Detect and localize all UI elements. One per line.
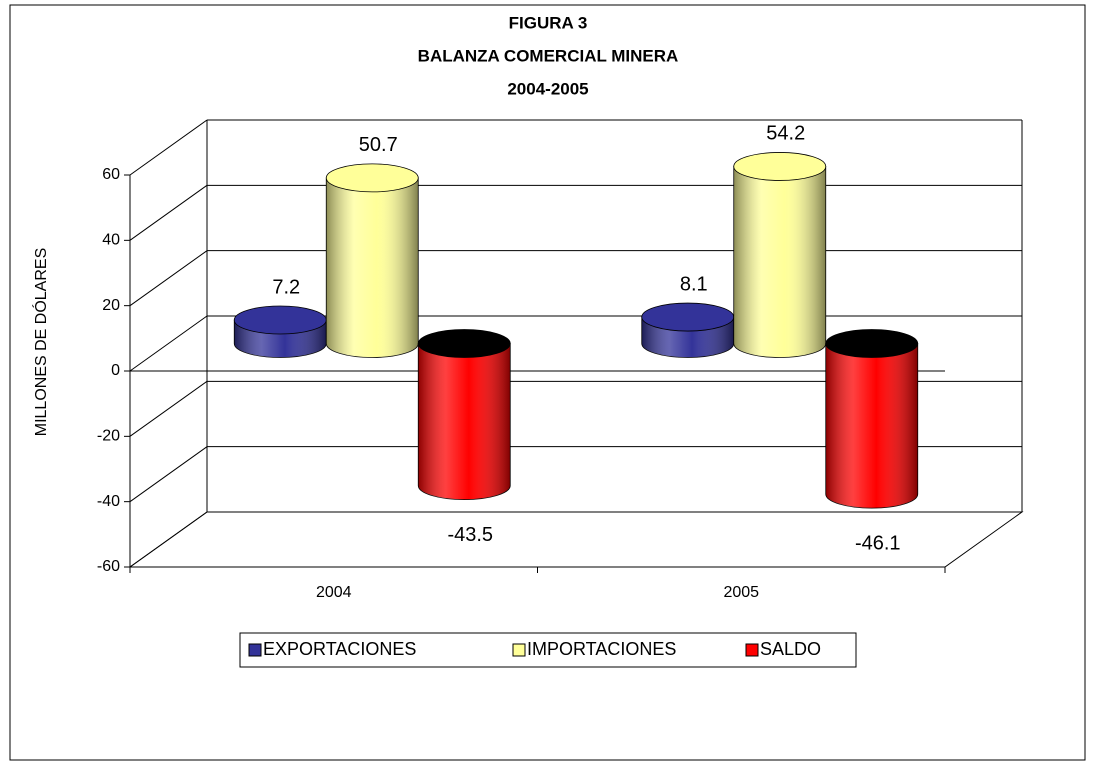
wall-line [129, 250, 208, 307]
wall-line [129, 380, 208, 437]
data-label: -43.5 [447, 524, 493, 546]
cylinder-top [733, 152, 827, 181]
data-label: -46.1 [855, 532, 901, 554]
data-label: 8.1 [680, 273, 708, 295]
chart-title: 2004-2005 [507, 79, 588, 98]
y-tick-label: 40 [102, 232, 120, 249]
legend-swatch [512, 643, 526, 657]
legend-label: IMPORTACIONES [527, 639, 676, 659]
legend-swatch [745, 643, 759, 657]
data-label: 7.2 [272, 276, 300, 298]
cylinder [325, 163, 419, 358]
legend-swatch [248, 643, 262, 657]
cylinder-shade [733, 166, 826, 358]
legend-label: SALDO [760, 639, 821, 659]
wall-line [129, 184, 208, 241]
y-tick-label: -40 [97, 493, 120, 510]
cylinder-top [233, 305, 327, 335]
legend-box [239, 632, 857, 668]
cylinder [641, 302, 735, 358]
cylinder [825, 329, 919, 509]
cylinder-shade [326, 177, 419, 358]
cylinder-shade [825, 343, 918, 509]
data-label: 50.7 [359, 134, 398, 156]
cylinder-top [641, 302, 735, 332]
cylinder-shade [418, 343, 511, 500]
wall-line [129, 119, 208, 176]
y-tick-label: -60 [97, 558, 120, 575]
y-tick-label: 20 [102, 297, 120, 314]
chart-title: BALANZA COMERCIAL MINERA [418, 46, 679, 65]
data-label: 54.2 [766, 123, 805, 145]
y-axis-label: MILLONES DE DÓLARES [31, 248, 50, 437]
chart-title: FIGURA 3 [509, 13, 588, 32]
y-tick-label: -20 [97, 428, 120, 445]
cylinder-top [325, 163, 419, 193]
x-tick-label: 2005 [723, 584, 759, 601]
x-tick-label: 2004 [316, 584, 352, 601]
cylinder [417, 329, 511, 500]
cylinder [233, 305, 327, 358]
wall-line [129, 511, 208, 568]
y-tick-label: 60 [102, 166, 120, 183]
legend-label: EXPORTACIONES [263, 639, 416, 659]
y-tick-label: 0 [111, 362, 120, 379]
cylinder-top [417, 329, 511, 358]
cylinder [733, 152, 827, 358]
cylinder-top [825, 329, 919, 358]
wall-line [129, 315, 208, 372]
wall-line [129, 446, 208, 503]
